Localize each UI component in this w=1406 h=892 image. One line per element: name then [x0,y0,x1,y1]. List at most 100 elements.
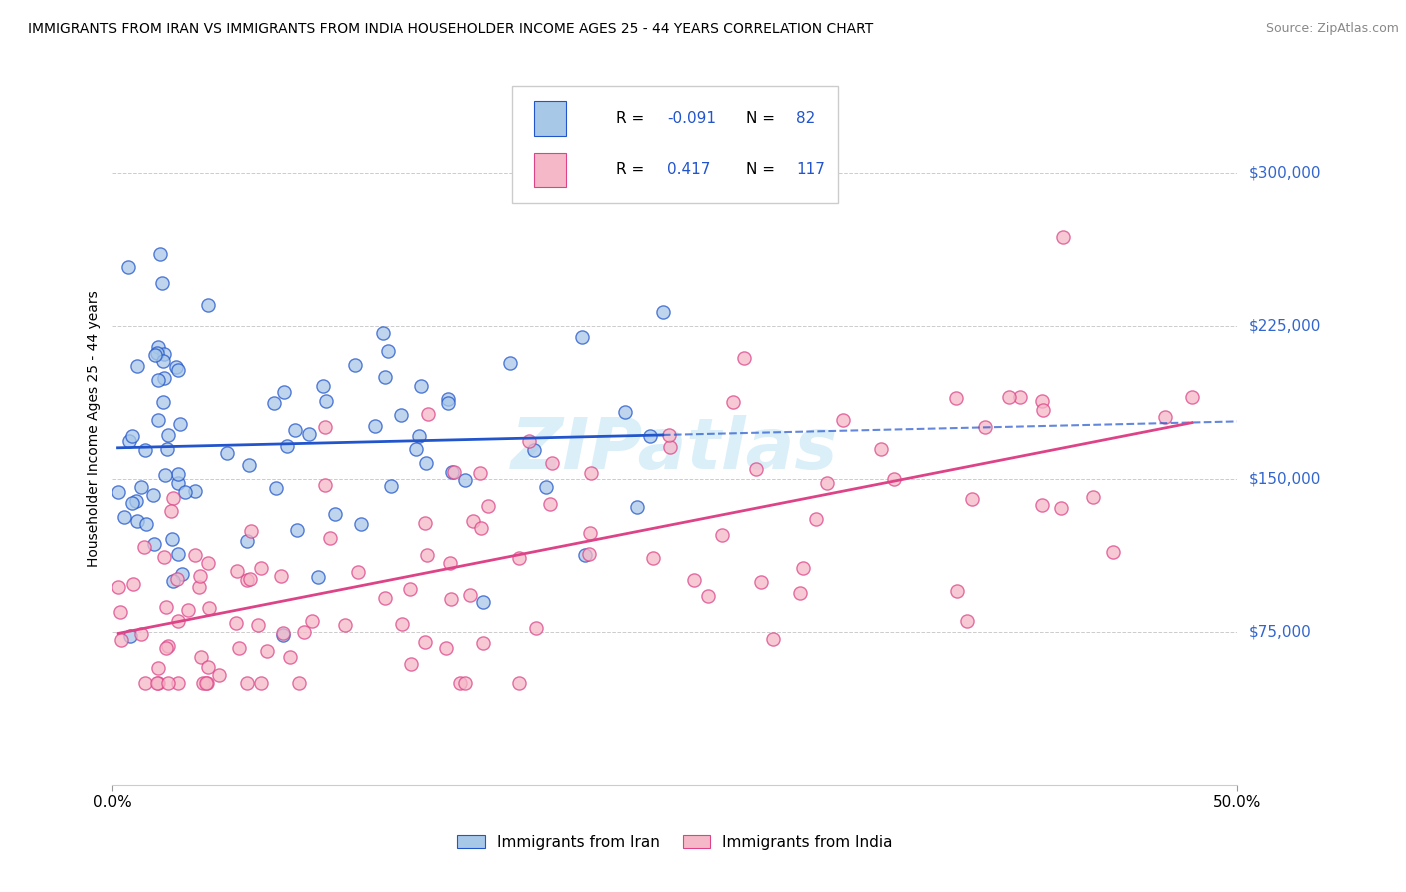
Point [523,443,546,458]
FancyBboxPatch shape [512,86,838,203]
Point [107,580,129,594]
Text: Source: ZipAtlas.com: Source: ZipAtlas.com [1265,22,1399,36]
Text: -0.091: -0.091 [666,111,716,126]
Point [150,276,173,290]
Point [415,456,437,470]
Point [399,657,422,672]
Point [276,439,298,453]
Text: IMMIGRANTS FROM IRAN VS IMMIGRANTS FROM INDIA HOUSEHOLDER INCOME AGES 25 - 44 YE: IMMIGRANTS FROM IRAN VS IMMIGRANTS FROM … [28,22,873,37]
Point [273,628,295,642]
Text: N =: N = [745,111,779,126]
Point [146,373,169,387]
Point [436,396,458,410]
Point [350,516,373,531]
Point [146,340,169,354]
Point [162,491,184,505]
Point [155,640,177,655]
Point [1081,490,1104,504]
Point [538,497,561,511]
Point [1032,403,1054,417]
Point [125,494,148,508]
Point [153,347,176,361]
Text: 117: 117 [796,162,825,178]
Point [228,640,250,655]
FancyBboxPatch shape [534,102,565,136]
Point [1010,390,1032,404]
Point [197,660,219,674]
Point [458,588,481,602]
Point [374,591,396,606]
Point [156,442,179,457]
Point [225,564,247,578]
Text: R =: R = [616,111,650,126]
Point [167,467,190,482]
Point [294,625,316,640]
Point [152,549,174,564]
Point [540,456,562,470]
Point [409,378,432,392]
Point [792,561,814,575]
Point [391,616,413,631]
Point [454,474,477,488]
Point [197,298,219,312]
Point [761,632,783,647]
Point [152,354,174,368]
Point [626,500,648,515]
Point [454,676,477,690]
Point [239,572,262,586]
Point [696,590,718,604]
Point [121,496,143,510]
Point [215,446,238,460]
Point [195,676,218,690]
Point [579,466,602,480]
Legend: Immigrants from Iran, Immigrants from India: Immigrants from Iran, Immigrants from In… [451,829,898,855]
Point [998,390,1021,404]
Point [284,423,307,437]
Text: 0.417: 0.417 [666,162,710,178]
Point [188,581,211,595]
Point [287,676,309,690]
Point [960,491,983,506]
Point [1181,390,1204,404]
Point [198,600,221,615]
Point [463,514,485,528]
Point [166,572,188,586]
Point [1031,499,1053,513]
Point [197,556,219,570]
Point [143,348,166,362]
Point [188,569,211,583]
Point [804,512,827,526]
Point [399,582,422,596]
Point [176,602,198,616]
Point [683,574,706,588]
Point [107,484,129,499]
Point [710,527,733,541]
Point [129,480,152,494]
Point [945,584,967,599]
Point [208,668,231,682]
Point [142,488,165,502]
Point [146,676,169,690]
Point [613,405,636,419]
Point [434,640,457,655]
Point [271,625,294,640]
Point [301,614,323,628]
Point [579,526,602,541]
Text: $150,000: $150,000 [1249,472,1320,487]
Point [156,639,179,653]
Point [344,358,367,372]
Point [148,413,170,427]
Point [170,567,193,582]
Point [273,385,295,400]
Point [278,649,301,664]
Point [314,420,336,434]
Point [408,428,430,442]
Point [236,573,259,587]
Point [112,510,135,524]
Point [174,485,197,500]
Point [416,548,439,562]
Point [249,560,271,574]
Point [377,344,399,359]
Point [134,676,156,690]
Point [166,475,188,490]
